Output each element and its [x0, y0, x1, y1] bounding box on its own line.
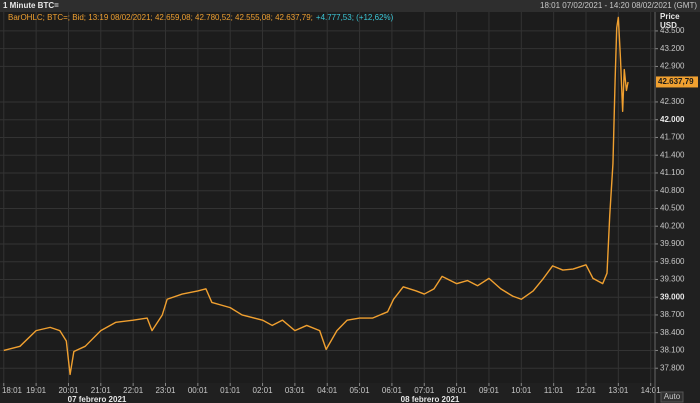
- y-tick-label: 38.400: [660, 328, 685, 337]
- x-tick-label: 06:01: [382, 386, 403, 395]
- y-tick-label: 38.700: [660, 310, 685, 319]
- y-tick-label: 37.800: [660, 363, 685, 372]
- auto-button[interactable]: [660, 391, 684, 403]
- price-line: [3, 16, 629, 376]
- x-tick-label: 03:01: [285, 386, 306, 395]
- y-tick-label: 42.300: [660, 97, 685, 106]
- y-axis-title: USD: [660, 21, 677, 30]
- y-tick-label: 38.100: [660, 346, 685, 355]
- y-tick-label: 43.500: [660, 26, 685, 35]
- window-title: 1 Minute BTC=: [3, 1, 59, 10]
- x-tick-label: 04:01: [317, 386, 338, 395]
- x-tick-label: 01:01: [220, 386, 241, 395]
- y-tick-label: 39.900: [660, 239, 685, 248]
- title-bar: [0, 0, 700, 12]
- last-price-label: 42.637,79: [658, 77, 694, 86]
- time-range: 18:01 07/02/2021 - 14:20 08/02/2021 (GMT…: [540, 1, 697, 10]
- y-tick-label: 43.200: [660, 44, 685, 53]
- y-tick-label: 41.400: [660, 150, 685, 159]
- x-tick-label: 20:01: [58, 386, 79, 395]
- y-tick-label: 42.000: [660, 115, 685, 124]
- x-tick-label: 19:01: [26, 386, 47, 395]
- y-tick-label: 40.500: [660, 204, 685, 213]
- x-tick-label: 05:01: [350, 386, 371, 395]
- change-text: +4.777,53; (+12,62%): [316, 13, 394, 22]
- x-tick-label: 09:01: [479, 386, 500, 395]
- auto-button-label[interactable]: Auto: [664, 392, 681, 401]
- y-tick-label: 42.900: [660, 62, 685, 71]
- x-tick-label: 12:01: [576, 386, 597, 395]
- x-tick-label: 00:01: [188, 386, 209, 395]
- x-tick-label: 02:01: [253, 386, 274, 395]
- x-axis-area: [0, 383, 655, 403]
- x-tick-label: 07:01: [414, 386, 435, 395]
- x-tick-label: 11:01: [544, 386, 564, 395]
- y-tick-label: 41.700: [660, 133, 685, 142]
- x-tick-label: 13:01: [608, 386, 629, 395]
- date-label: 08 febrero 2021: [401, 395, 460, 403]
- x-tick-label: 08:01: [447, 386, 468, 395]
- legend-text: BarOHLC; BTC=; Bid; 13:19 08/02/2021; 42…: [8, 13, 313, 22]
- legend: BarOHLC; BTC=; Bid; 13:19 08/02/2021; 42…: [8, 13, 394, 22]
- x-tick-label: 23:01: [155, 386, 176, 395]
- x-tick-label: 22:01: [123, 386, 144, 395]
- date-label: 07 febrero 2021: [68, 395, 127, 403]
- y-axis-title: Price: [660, 12, 680, 21]
- x-tick-label: 10:01: [511, 386, 532, 395]
- x-tick-label: 21:01: [91, 386, 112, 395]
- y-tick-label: 40.200: [660, 221, 685, 230]
- y-tick-label: 39.300: [660, 275, 685, 284]
- y-tick-label: 40.800: [660, 186, 685, 195]
- last-price-box: [656, 76, 698, 88]
- x-tick-label: 18:01: [2, 386, 23, 395]
- y-tick-label: 39.600: [660, 257, 685, 266]
- x-tick-label: 14:01: [641, 386, 662, 395]
- y-tick-label: 39.000: [660, 292, 685, 301]
- y-tick-label: 41.100: [660, 168, 685, 177]
